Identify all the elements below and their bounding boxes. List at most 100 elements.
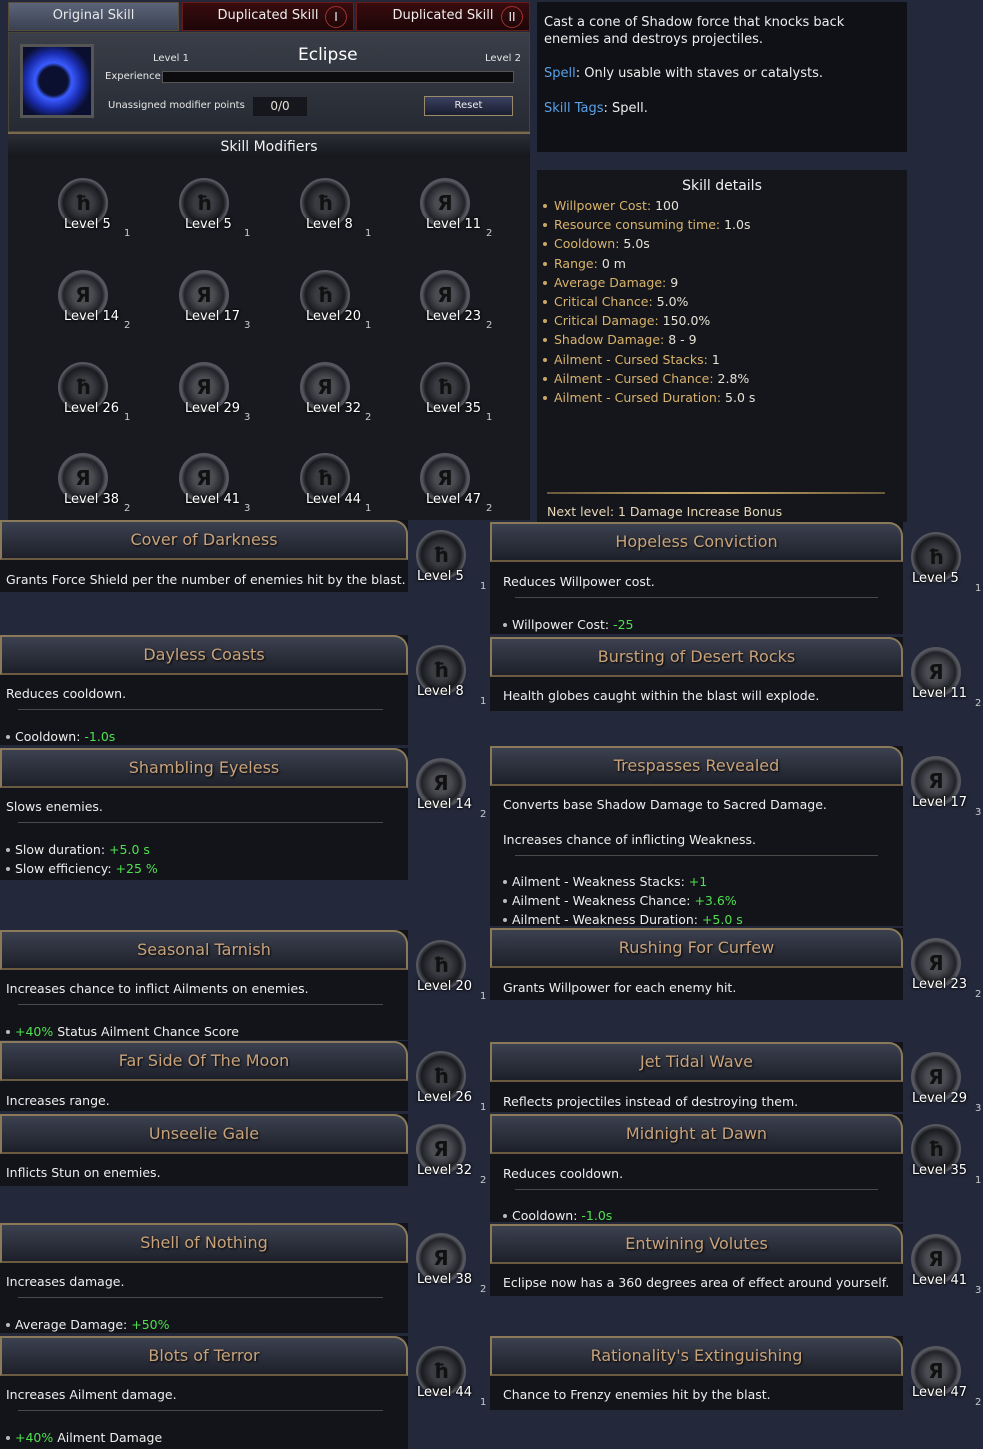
modifier-card[interactable]: Rationality's Extinguishing Chance to Fre… (490, 1336, 903, 1410)
modifier-card[interactable]: Cover of Darkness Grants Force Shield per… (0, 520, 408, 592)
tab-duplicated-skill-2[interactable]: Duplicated Skill II (356, 2, 530, 31)
modifier-rune-r-spiked-icon[interactable]: Я (179, 270, 229, 320)
modifier-card[interactable]: Hopeless Conviction Reduces Willpower cos… (490, 522, 903, 634)
modifier-rune-icon[interactable]: ħ (416, 940, 466, 990)
points-value: 0/0 (253, 97, 307, 116)
modifier-rune-h-icon[interactable]: ħ (58, 362, 108, 412)
card-count: 2 (975, 1397, 982, 1408)
detail-value: 5.0% (652, 294, 689, 310)
modifier-level: Level 5 (64, 217, 111, 232)
modifier-rune-icon[interactable]: ħ (416, 645, 466, 695)
modifier-rune-h-icon[interactable]: ħ (420, 362, 470, 412)
card-bonus: Average Damage: +50% (4, 1317, 170, 1332)
card-level: Level 17 (912, 795, 967, 810)
card-description: Reduces Willpower cost. (503, 574, 655, 589)
tab-duplicated-skill-1[interactable]: Duplicated Skill I (182, 2, 354, 31)
modifier-card[interactable]: Jet Tidal Wave Reflects projectiles inste… (490, 1042, 903, 1112)
tab-original-skill[interactable]: Original Skill (8, 2, 179, 31)
modifier-card[interactable]: Far Side Of The Moon Increases range. (0, 1041, 408, 1111)
modifier-card[interactable]: Rushing For Curfew Grants Willpower for e… (490, 928, 903, 1000)
card-count: 2 (480, 1284, 487, 1295)
reset-button[interactable]: Reset (424, 96, 513, 116)
card-title: Seasonal Tarnish (0, 930, 408, 970)
modifier-rune-icon[interactable]: Я (911, 1052, 961, 1102)
modifier-rune-icon[interactable]: Я (911, 647, 961, 697)
card-count: 1 (480, 696, 487, 707)
card-count: 3 (975, 1285, 982, 1296)
card-level: Level 5 (417, 569, 464, 584)
modifier-rune-h-icon[interactable]: ħ (179, 178, 229, 228)
card-description: Slows enemies. (6, 799, 103, 814)
modifier-count: 1 (365, 228, 372, 239)
modifier-rune-icon[interactable]: Я (416, 1233, 466, 1283)
modifier-rune-icon[interactable]: Я (911, 1234, 961, 1284)
card-count: 2 (480, 809, 487, 820)
modifier-count: 2 (124, 503, 131, 514)
modifier-rune-icon[interactable]: Я (911, 1346, 961, 1396)
modifier-rune-h-icon[interactable]: ħ (58, 178, 108, 228)
modifier-rune-r-crossed-icon[interactable]: Я (420, 453, 470, 503)
modifier-count: 1 (124, 228, 131, 239)
modifier-card[interactable]: Seasonal Tarnish Increases chance to infl… (0, 930, 408, 1040)
modifier-rune-r-spiked-icon[interactable]: Я (179, 453, 229, 503)
card-count: 2 (480, 1175, 487, 1186)
modifier-count: 1 (124, 412, 131, 423)
modifier-card[interactable]: Midnight at Dawn Reduces cooldown. Cooldow… (490, 1114, 903, 1223)
modifier-rune-r-crossed-icon[interactable]: Я (420, 178, 470, 228)
modifier-count: 2 (486, 228, 493, 239)
detail-item: Shadow Damage: 8 - 9 (537, 330, 907, 349)
bonus-label: Status Ailment Chance Score (53, 1024, 239, 1039)
tags-label: Skill Tags (544, 101, 604, 116)
modifier-rune-icon[interactable]: ħ (416, 1346, 466, 1396)
modifier-rune-h-icon[interactable]: ħ (300, 270, 350, 320)
tab-label: Original Skill (52, 8, 135, 23)
card-level: Level 14 (417, 797, 472, 812)
modifier-rune-h-icon[interactable]: ħ (300, 178, 350, 228)
modifier-level: Level 35 (426, 401, 481, 416)
modifier-rune-icon[interactable]: ħ (416, 530, 466, 580)
modifier-rune-r-crossed-icon[interactable]: Я (300, 362, 350, 412)
modifier-card[interactable]: Dayless Coasts Reduces cooldown. Cooldown:… (0, 635, 408, 745)
card-title: Bursting of Desert Rocks (490, 637, 903, 677)
modifier-card[interactable]: Unseelie Gale Inflicts Stun on enemies. (0, 1114, 408, 1186)
next-level-bonus: Next level: 1 Damage Increase Bonus (547, 504, 783, 519)
modifier-rune-icon[interactable]: ħ (911, 1124, 961, 1174)
detail-value: 150.0% (658, 313, 711, 329)
modifier-card[interactable]: Shell of Nothing Increases damage. Average… (0, 1223, 408, 1333)
bonus-label: Willpower Cost: (512, 617, 614, 632)
card-title: Dayless Coasts (0, 635, 408, 675)
card-title: Cover of Darkness (0, 520, 408, 560)
modifier-rune-r-spiked-icon[interactable]: Я (179, 362, 229, 412)
modifier-level: Level 29 (185, 401, 240, 416)
modifier-count: 3 (244, 320, 251, 331)
spell-label: Spell (544, 66, 576, 81)
modifier-rune-h-icon[interactable]: ħ (300, 453, 350, 503)
tab-label: Duplicated Skill (392, 8, 494, 23)
card-description: Reflects projectiles instead of destroyi… (503, 1094, 799, 1109)
detail-label: Critical Chance: (554, 294, 653, 310)
modifier-rune-icon[interactable]: Я (911, 938, 961, 988)
modifier-card[interactable]: Bursting of Desert Rocks Health globes ca… (490, 637, 903, 711)
modifier-card[interactable]: Trespasses Revealed Converts base Shadow … (490, 746, 903, 927)
modifier-card[interactable]: Entwining Volutes Eclipse now has a 360 d… (490, 1224, 903, 1296)
detail-value: 100 (651, 198, 679, 213)
tab-label: Duplicated Skill (217, 8, 319, 23)
modifier-rune-r-crossed-icon[interactable]: Я (420, 270, 470, 320)
modifier-card[interactable]: Shambling Eyeless Slows enemies. Slow dura… (0, 748, 408, 880)
card-title: Unseelie Gale (0, 1114, 408, 1154)
card-bonus: Slow duration: +5.0 s (4, 842, 150, 857)
modifier-rune-icon[interactable]: Я (416, 758, 466, 808)
modifier-rune-r-crossed-icon[interactable]: Я (58, 453, 108, 503)
bonus-value: +3.6% (694, 893, 737, 908)
card-title: Jet Tidal Wave (490, 1042, 903, 1082)
modifier-rune-icon[interactable]: ħ (911, 532, 961, 582)
modifier-rune-icon[interactable]: Я (416, 1124, 466, 1174)
modifier-level: Level 17 (185, 309, 240, 324)
modifier-rune-icon[interactable]: Я (911, 756, 961, 806)
bonus-label: Ailment - Weakness Stacks: (512, 874, 689, 889)
modifier-card[interactable]: Blots of Terror Increases Ailment damage.… (0, 1336, 408, 1449)
card-count: 1 (480, 1397, 487, 1408)
detail-label: Cooldown: (554, 236, 620, 252)
modifier-rune-r-crossed-icon[interactable]: Я (58, 270, 108, 320)
modifier-rune-icon[interactable]: ħ (416, 1051, 466, 1101)
